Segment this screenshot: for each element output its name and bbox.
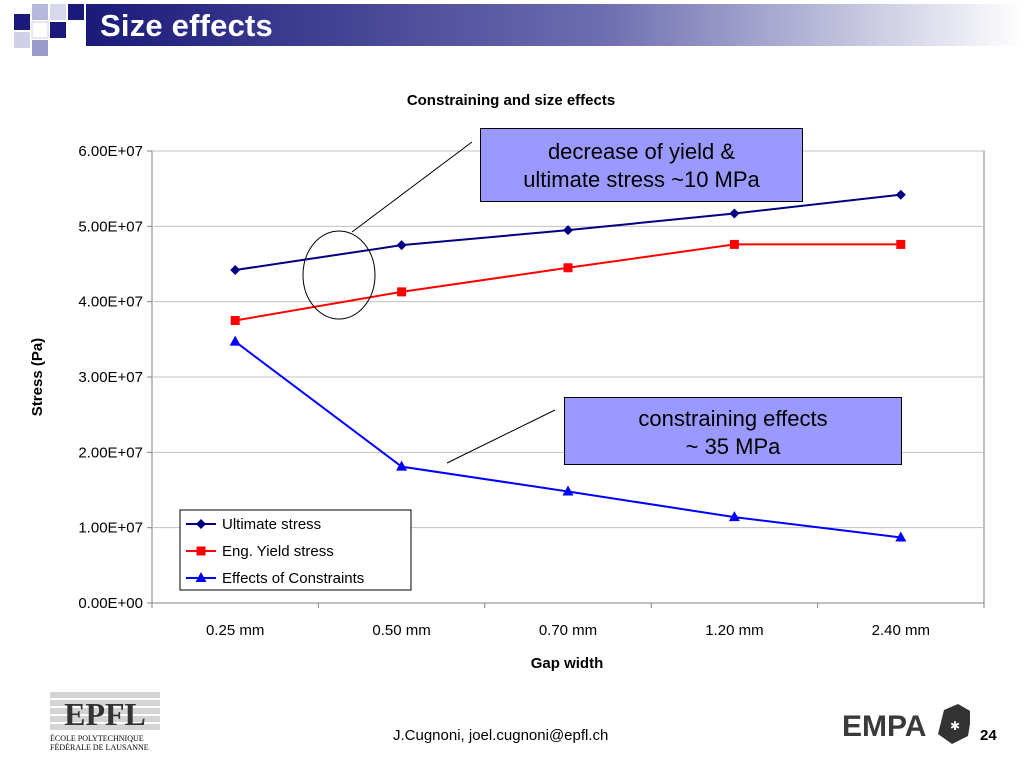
y-tick-label: 5.00E+07 — [78, 218, 143, 235]
series-1 — [230, 189, 906, 276]
data-point — [396, 240, 407, 251]
deco-square — [31, 21, 49, 39]
y-tick-label: 1.00E+07 — [78, 520, 143, 537]
callout-constraint: constraining effects ~ 35 MPa — [564, 397, 902, 465]
legend-marker — [195, 572, 207, 582]
y-tick-label: 4.00E+07 — [78, 294, 143, 311]
deco-square — [50, 4, 66, 20]
data-point — [562, 485, 574, 496]
line-chart: Constraining and size effects 0.00E+00 1.… — [29, 92, 985, 672]
legend-marker — [196, 546, 206, 556]
data-point — [563, 263, 573, 273]
data-point — [230, 265, 241, 276]
callout-line: decrease of yield & — [547, 139, 736, 164]
x-tick-label: 0.70 mm — [539, 622, 597, 639]
title-bar — [14, 4, 1024, 56]
annotation-ellipse — [302, 230, 376, 320]
deco-square — [32, 40, 48, 56]
y-tick-label: 2.00E+07 — [78, 444, 143, 461]
series-3 — [229, 335, 907, 542]
empa-logo: EMPA ✱ — [842, 704, 970, 744]
legend-marker — [196, 519, 206, 529]
callout-line: ~ 35 MPa — [685, 434, 781, 459]
callout-line: ultimate stress ~10 MPa — [523, 167, 760, 192]
deco-square — [50, 22, 66, 38]
svg-text:ÉCOLE POLYTECHNIQUE: ÉCOLE POLYTECHNIQUE — [50, 733, 144, 743]
svg-text:✱: ✱ — [950, 719, 960, 733]
data-point — [729, 208, 740, 219]
legend-label: Eng. Yield stress — [222, 543, 334, 560]
svg-text:FÉDÉRALE DE LAUSANNE: FÉDÉRALE DE LAUSANNE — [50, 742, 149, 752]
deco-square — [68, 4, 84, 20]
data-point — [229, 335, 241, 346]
x-axis: 0.25 mm 0.50 mm 0.70 mm 1.20 mm 2.40 mm — [151, 603, 985, 639]
data-point — [896, 239, 906, 249]
legend-label: Ultimate stress — [222, 516, 321, 533]
data-point — [397, 287, 407, 297]
callout-yield: decrease of yield & ultimate stress ~10 … — [480, 128, 803, 202]
callout-line: constraining effects — [638, 406, 828, 431]
x-axis-label: Gap width — [531, 655, 604, 672]
deco-square — [32, 4, 48, 20]
data-point — [563, 225, 573, 236]
y-axis: 0.00E+00 1.00E+07 2.00E+07 3.00E+07 4.00E+07… — [78, 143, 152, 612]
chart-title: Constraining and size effects — [407, 92, 615, 109]
y-tick-label: 3.00E+07 — [78, 369, 143, 386]
slide-title: Size effects — [100, 8, 273, 43]
deco-square — [14, 32, 30, 48]
data-point — [895, 531, 907, 542]
svg-text:EMPA: EMPA — [842, 710, 926, 743]
data-point — [729, 239, 739, 249]
svg-text:EPFL: EPFL — [64, 696, 146, 732]
data-point — [895, 189, 906, 200]
y-tick-label: 6.00E+07 — [78, 143, 143, 160]
x-tick-label: 2.40 mm — [872, 622, 930, 639]
data-point — [728, 511, 740, 522]
data-point — [230, 316, 240, 325]
x-tick-label: 0.50 mm — [372, 622, 430, 639]
series-layer — [229, 189, 907, 542]
leader-line — [446, 409, 556, 464]
footer-author: J.Cugnoni, joel.cugnoni@epfl.ch — [393, 727, 609, 744]
page-number: 24 — [980, 727, 997, 744]
y-tick-label: 0.00E+00 — [78, 595, 143, 612]
epfl-logo: EPFL ÉCOLE POLYTECHNIQUE FÉDÉRALE DE LAU… — [50, 692, 160, 752]
data-point — [396, 460, 408, 471]
leader-line — [351, 141, 473, 233]
x-tick-label: 1.20 mm — [705, 622, 763, 639]
deco-square — [14, 14, 30, 30]
series-2 — [230, 239, 906, 325]
y-axis-label: Stress (Pa) — [29, 338, 46, 416]
legend: Ultimate stress Eng. Yield stress Effects … — [179, 509, 412, 591]
x-tick-label: 0.25 mm — [206, 622, 264, 639]
legend-label: Effects of Constraints — [222, 570, 364, 587]
